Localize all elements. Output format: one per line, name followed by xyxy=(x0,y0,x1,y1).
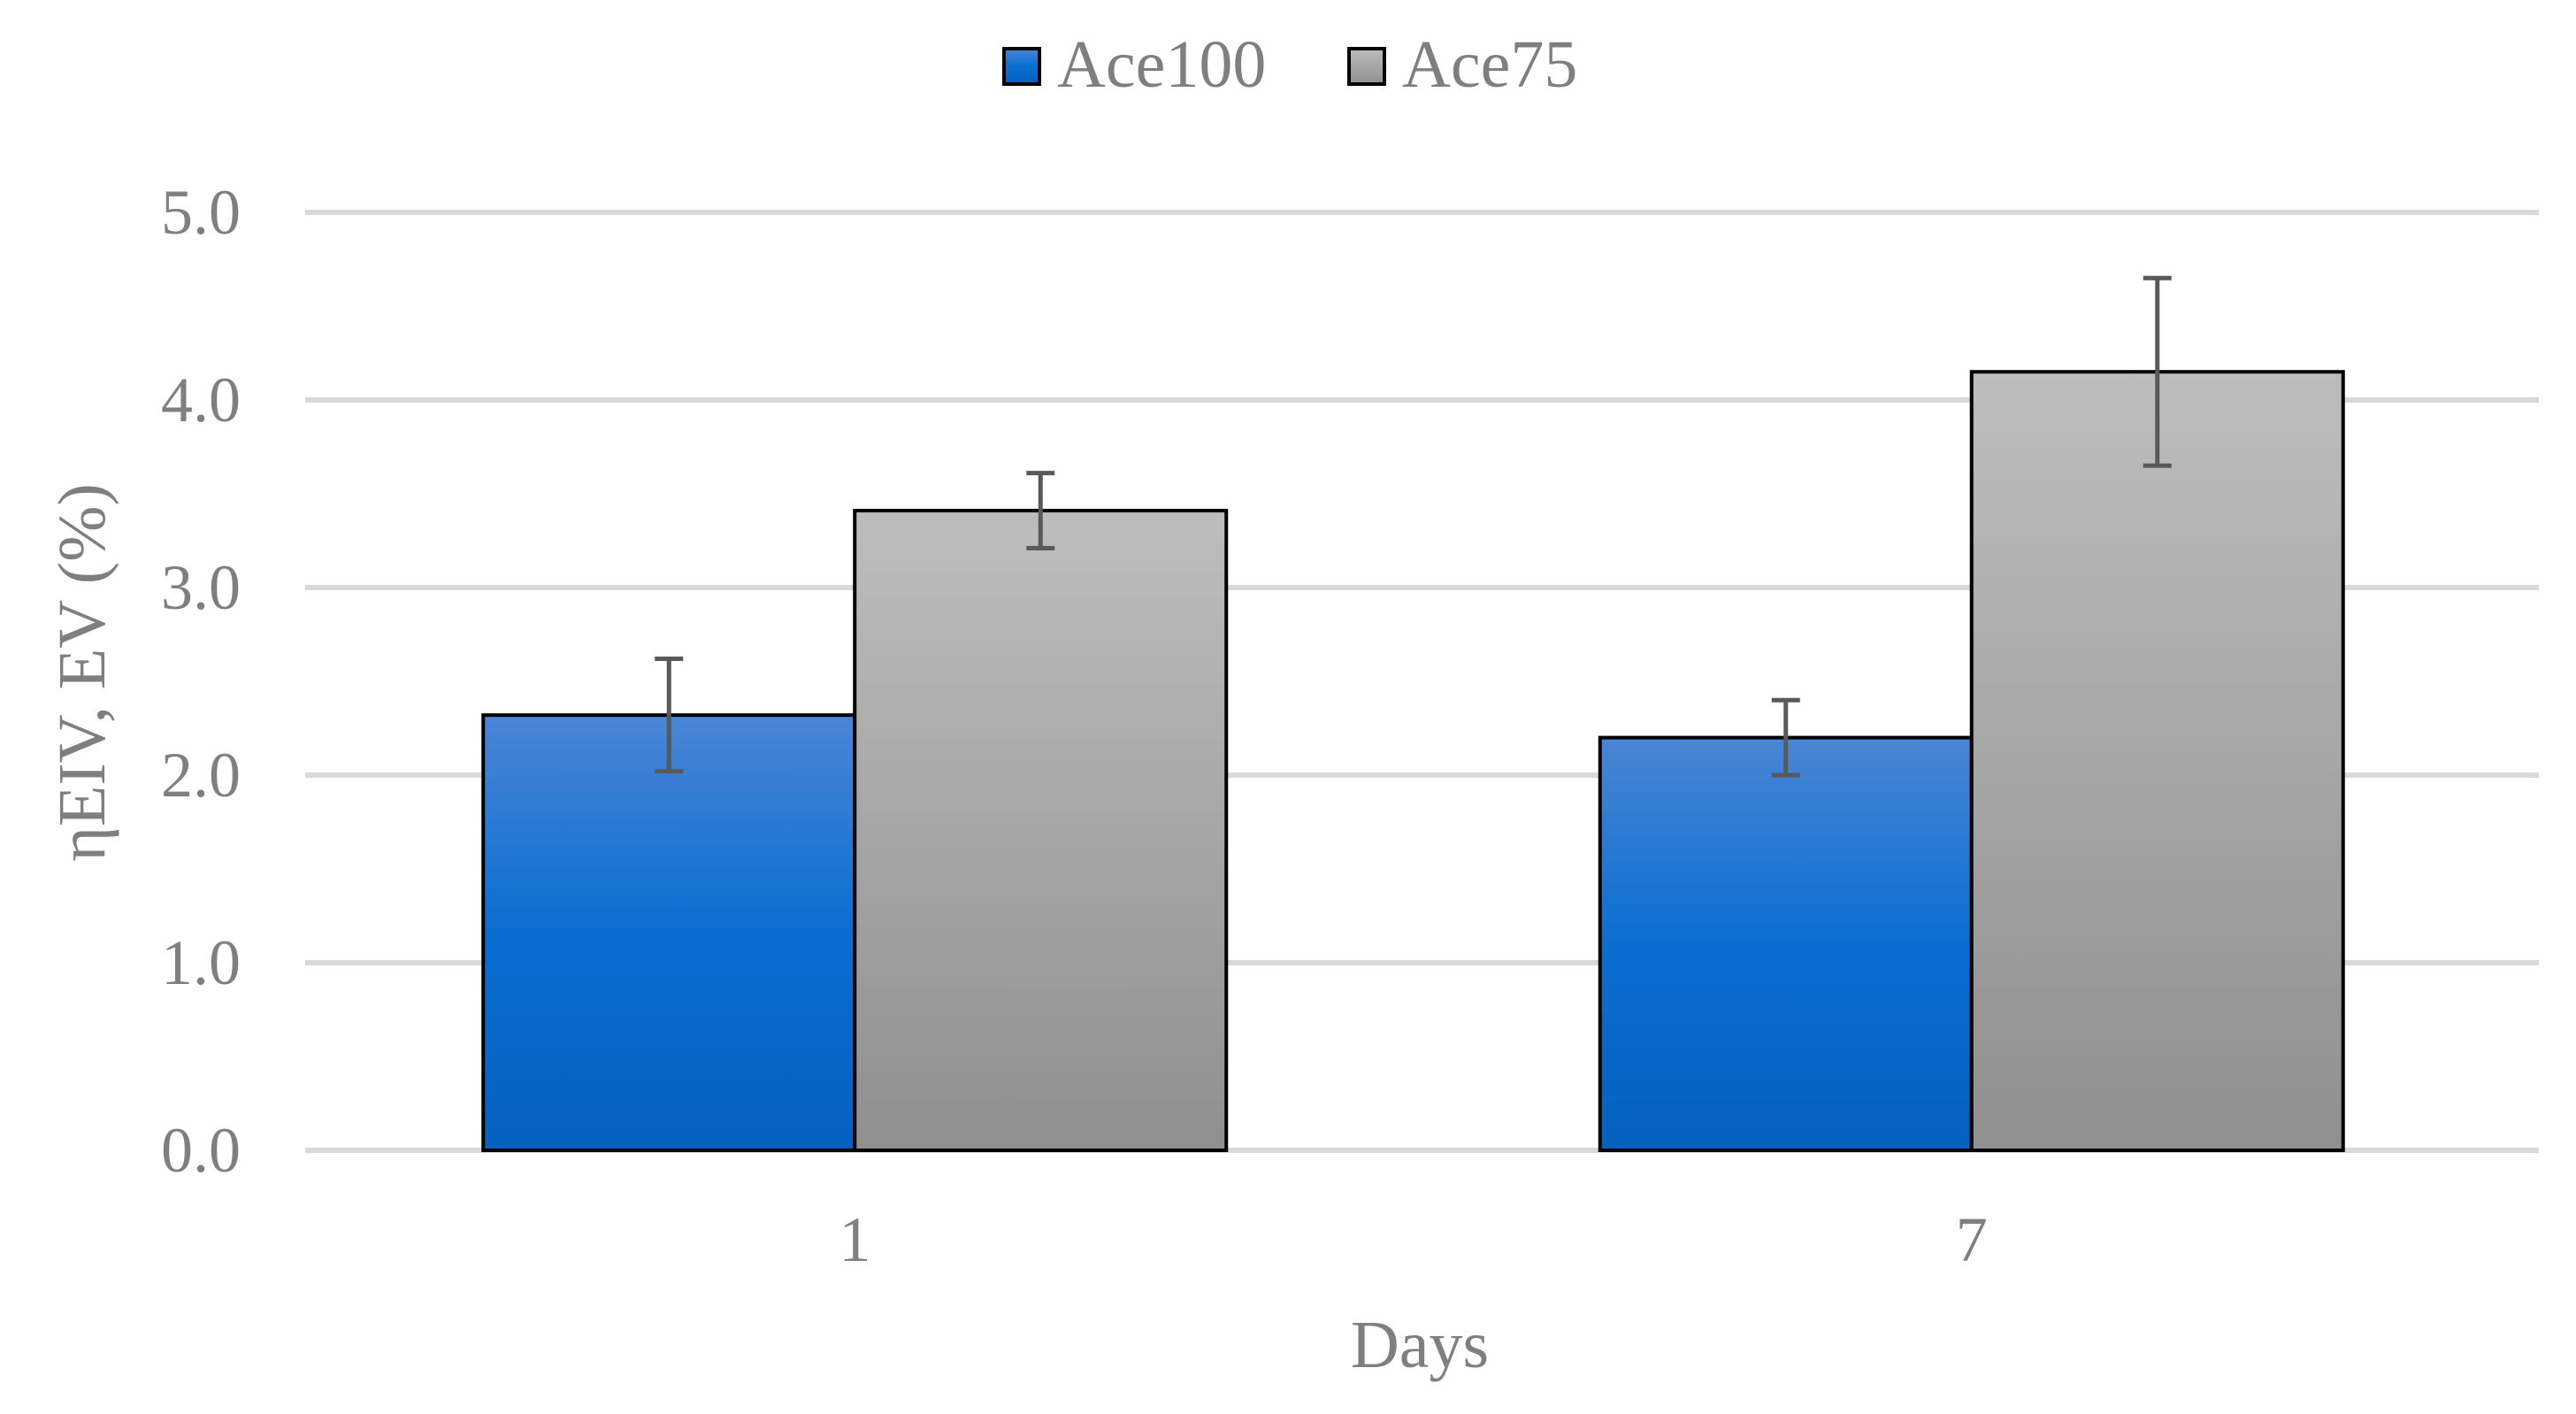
bar-ace75-1 xyxy=(853,509,1229,1152)
bar-ace75-7 xyxy=(1969,370,2345,1152)
y-tick-label: 3.0 xyxy=(161,552,241,623)
error-bar-ace75-7 xyxy=(2143,275,2172,468)
bar-ace100-1 xyxy=(481,713,857,1152)
bar-ace100-7 xyxy=(1598,735,1974,1152)
error-bars xyxy=(655,275,2172,778)
legend-label-ace75: Ace75 xyxy=(1402,27,1577,102)
y-axis-ticks: 0.0 1.0 2.0 3.0 4.0 5.0 xyxy=(161,177,241,1186)
y-tick-label: 1.0 xyxy=(161,927,241,998)
error-bar-ace100-1 xyxy=(655,657,684,774)
y-tick-label: 5.0 xyxy=(161,177,241,248)
error-bar-ace100-7 xyxy=(1771,697,1800,778)
legend-swatch-ace100 xyxy=(1002,47,1041,86)
y-tick-label: 0.0 xyxy=(161,1115,241,1186)
x-tick-label: 1 xyxy=(839,1204,870,1275)
bars xyxy=(481,370,2345,1152)
y-tick-label: 4.0 xyxy=(161,365,241,435)
legend-label-ace100: Ace100 xyxy=(1057,27,1266,102)
legend-swatch-ace75 xyxy=(1347,47,1386,86)
error-bar-ace75-1 xyxy=(1026,471,1055,550)
y-axis-title: ηEIV, EV (%) xyxy=(45,483,119,861)
x-axis-title: Days xyxy=(1351,1308,1489,1382)
x-tick-label: 7 xyxy=(1956,1204,1988,1275)
legend: Ace100 Ace75 xyxy=(1002,27,1577,102)
y-tick-label: 2.0 xyxy=(161,740,241,811)
